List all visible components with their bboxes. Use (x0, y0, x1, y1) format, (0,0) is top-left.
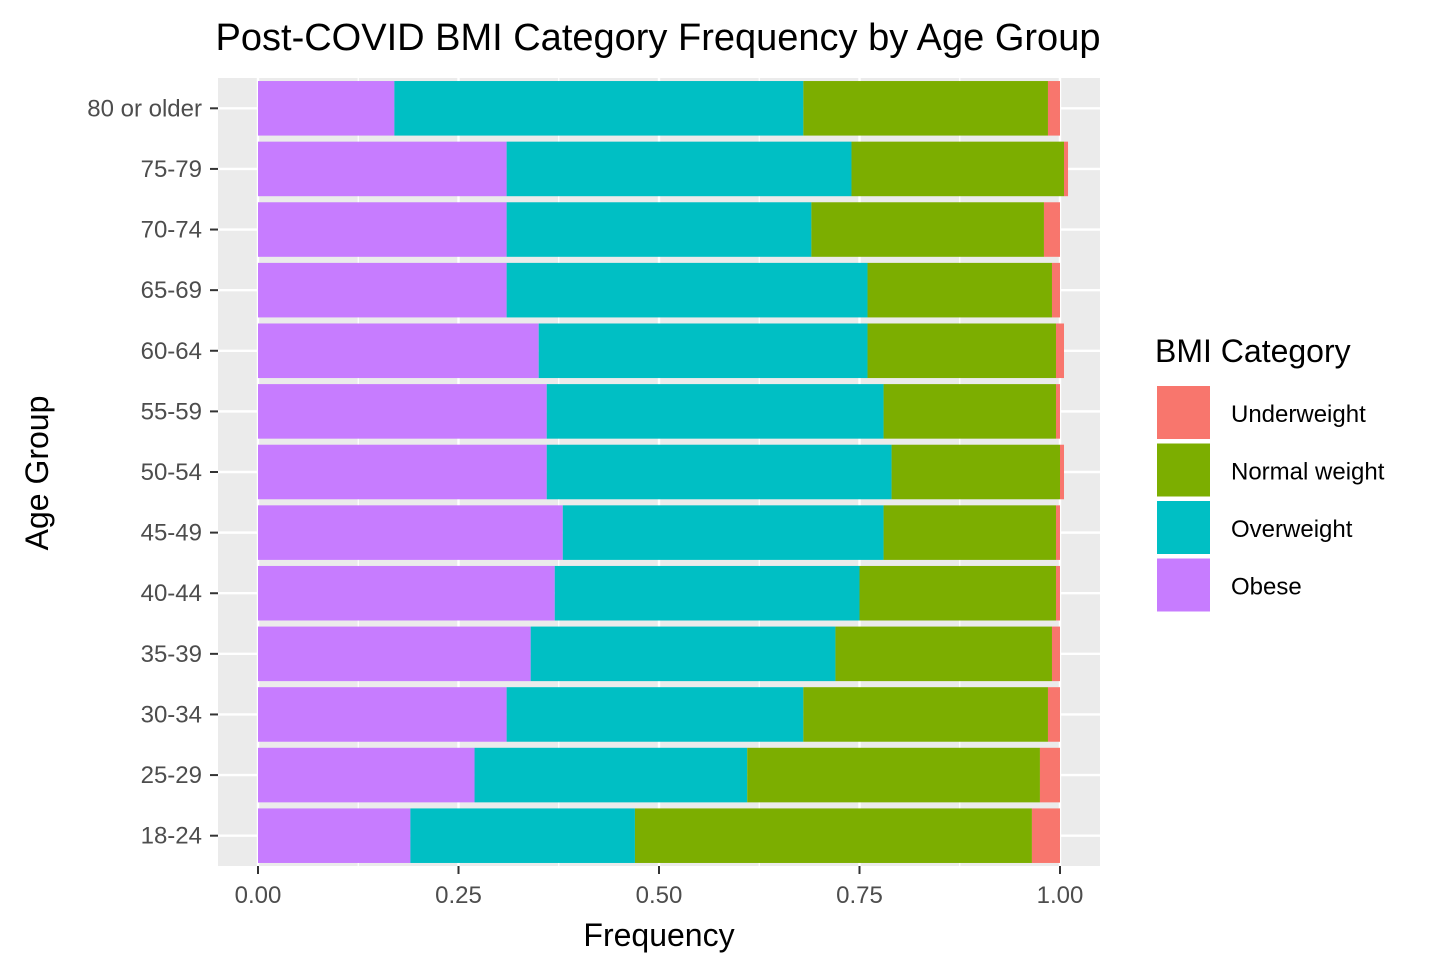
bar-normal-weight-40-44 (859, 565, 1056, 621)
bar-overweight-80-or-older (394, 81, 804, 136)
bar-underweight-30-34 (1047, 687, 1060, 742)
bar-obese-50-54 (258, 444, 547, 500)
chart-title: Post-COVID BMI Category Frequency by Age… (216, 17, 1101, 59)
bar-obese-70-74 (258, 202, 507, 257)
bar-normal-weight-75-79 (851, 141, 1065, 197)
bar-underweight-35-39 (1051, 626, 1060, 682)
bar-normal-weight-60-64 (867, 323, 1056, 379)
bar-obese-40-44 (258, 565, 555, 621)
bar-obese-35-39 (258, 626, 531, 682)
x-axis-title: Frequency (583, 917, 734, 953)
legend-label: Underweight (1231, 401, 1366, 428)
legend-label: Overweight (1231, 516, 1353, 543)
bar-overweight-40-44 (554, 565, 860, 621)
y-axis-title: Age Group (19, 396, 55, 551)
bar-overweight-45-49 (562, 505, 884, 560)
bar-normal-weight-65-69 (867, 262, 1052, 318)
bar-overweight-65-69 (506, 262, 868, 318)
bar-obese-60-64 (258, 323, 539, 379)
legend: BMI Category Underweight Normal weight Ove… (1155, 333, 1385, 614)
bar-overweight-70-74 (506, 202, 812, 257)
bar-underweight-45-49 (1055, 505, 1060, 560)
y-tick-label: 25-29 (141, 762, 202, 789)
bar-overweight-18-24 (410, 808, 635, 863)
y-tick-label: 50-54 (141, 459, 202, 486)
y-tick-label: 55-59 (141, 398, 202, 425)
bar-overweight-60-64 (538, 323, 868, 379)
legend-key-obese (1155, 556, 1212, 614)
y-tick-label: 45-49 (141, 520, 202, 547)
bar-obese-25-29 (258, 747, 475, 803)
bar-underweight-18-24 (1031, 808, 1060, 863)
y-tick-label: 40-44 (141, 580, 202, 607)
bar-underweight-40-44 (1055, 565, 1060, 621)
y-tick-label: 35-39 (141, 641, 202, 668)
y-tick-label: 75-79 (141, 156, 202, 183)
legend-label: Obese (1231, 574, 1302, 601)
bar-obese-18-24 (258, 808, 411, 863)
x-tick-label: 1.00 (1037, 882, 1084, 909)
bar-overweight-35-39 (530, 626, 836, 682)
bar-obese-75-79 (258, 141, 507, 197)
y-tick-label: 80 or older (87, 95, 202, 122)
x-axis: 0.00 0.25 0.50 0.75 1.00 (235, 866, 1084, 909)
y-axis: 80 or older 75-79 70-74 65-69 60-64 55-59 50-5… (87, 95, 218, 850)
bars (258, 81, 1069, 863)
bar-normal-weight-30-34 (803, 687, 1048, 742)
legend-title: BMI Category (1155, 333, 1351, 369)
bar-obese-65-69 (258, 262, 507, 318)
bar-obese-80-or-older (258, 81, 395, 136)
y-tick-label: 18-24 (141, 823, 202, 850)
x-tick-label: 0.00 (235, 882, 282, 909)
bar-overweight-55-59 (546, 384, 884, 439)
bar-overweight-30-34 (506, 687, 804, 742)
x-tick-label: 0.50 (636, 882, 683, 909)
legend-key-normal-weight (1155, 441, 1212, 499)
bar-underweight-80-or-older (1047, 81, 1060, 136)
bar-obese-45-49 (258, 505, 563, 560)
bar-normal-weight-25-29 (747, 747, 1040, 803)
x-tick-label: 0.75 (836, 882, 883, 909)
bar-normal-weight-50-54 (891, 444, 1060, 500)
bar-normal-weight-45-49 (883, 505, 1056, 560)
bar-underweight-75-79 (1064, 141, 1069, 197)
bar-underweight-55-59 (1055, 384, 1060, 439)
bar-underweight-60-64 (1055, 323, 1065, 379)
bar-underweight-50-54 (1060, 444, 1065, 500)
bar-underweight-70-74 (1043, 202, 1060, 257)
legend-key-underweight (1155, 384, 1212, 441)
bar-normal-weight-35-39 (835, 626, 1052, 682)
bar-overweight-50-54 (546, 444, 892, 500)
y-tick-label: 30-34 (141, 701, 202, 728)
bar-normal-weight-55-59 (883, 384, 1056, 439)
legend-key-overweight (1155, 499, 1212, 556)
bar-obese-30-34 (258, 687, 507, 742)
y-tick-label: 60-64 (141, 338, 202, 365)
bar-normal-weight-80-or-older (803, 81, 1048, 136)
bar-underweight-25-29 (1039, 747, 1060, 803)
y-tick-label: 65-69 (141, 277, 202, 304)
bar-underweight-65-69 (1051, 262, 1060, 318)
y-tick-label: 70-74 (141, 217, 202, 244)
bar-overweight-25-29 (474, 747, 748, 803)
bar-obese-55-59 (258, 384, 547, 439)
x-tick-label: 0.25 (435, 882, 482, 909)
bar-overweight-75-79 (506, 141, 852, 197)
bar-normal-weight-70-74 (811, 202, 1044, 257)
bar-normal-weight-18-24 (634, 808, 1032, 863)
legend-label: Normal weight (1231, 459, 1385, 486)
